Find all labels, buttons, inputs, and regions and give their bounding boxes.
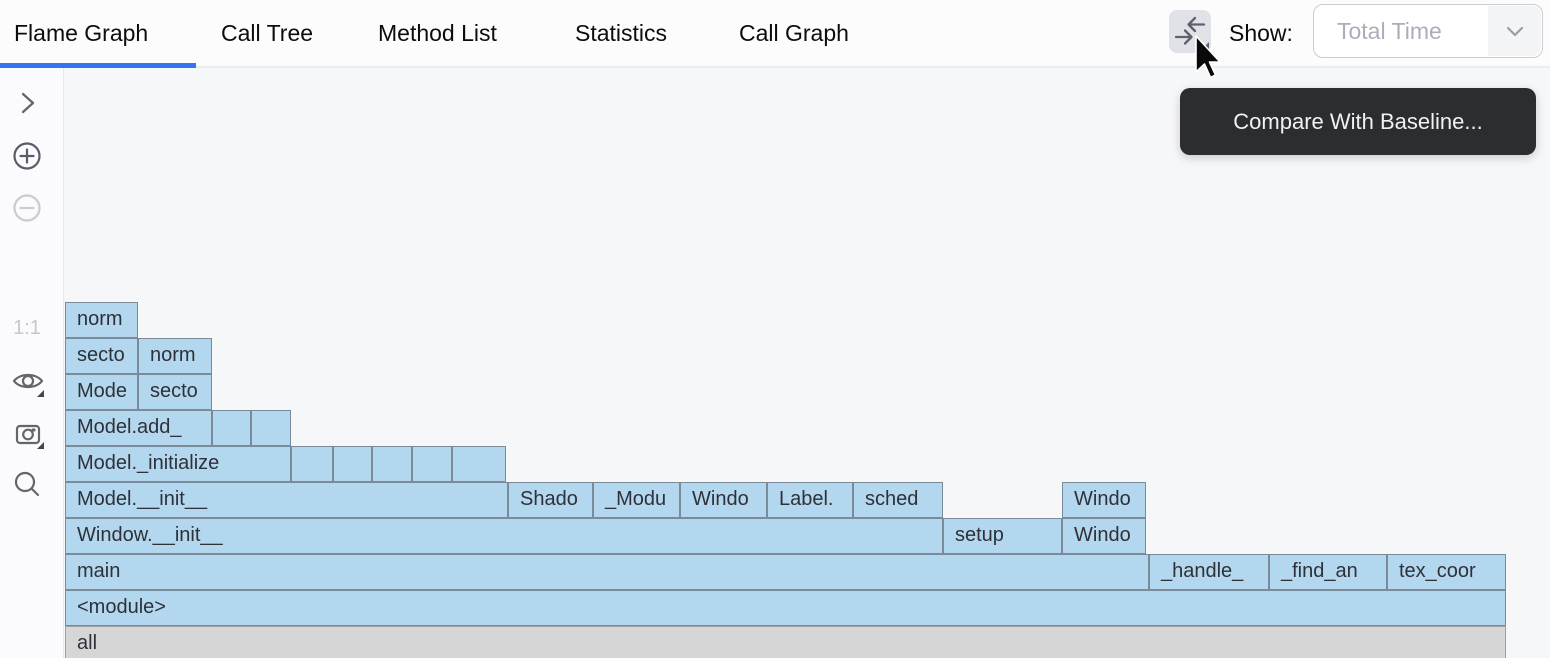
flame-bar[interactable] xyxy=(452,446,506,482)
flame-bar[interactable]: Window.__init__ xyxy=(65,518,943,554)
active-tab-underline xyxy=(0,63,196,68)
show-metric-dropdown[interactable]: Total Time xyxy=(1313,4,1543,58)
tab-statistics[interactable]: Statistics xyxy=(575,20,668,46)
flame-bar[interactable]: Windo xyxy=(1062,482,1146,518)
screenshot-button[interactable] xyxy=(8,414,46,452)
flame-bar[interactable]: Model.add_ xyxy=(65,410,212,446)
flame-bar[interactable]: _handle_ xyxy=(1149,554,1269,590)
chevron-right-icon xyxy=(21,92,35,114)
flame-bar[interactable]: norm xyxy=(138,338,212,374)
flame-bar[interactable]: <module> xyxy=(65,590,1506,626)
tab-call-tree[interactable]: Call Tree xyxy=(221,20,314,46)
flame-bar[interactable]: norm xyxy=(65,302,138,338)
flame-bar[interactable] xyxy=(212,410,251,446)
flame-bar[interactable]: Windo xyxy=(1062,518,1146,554)
eye-icon xyxy=(12,373,44,397)
flame-bar[interactable]: Mode xyxy=(65,374,138,410)
expand-panel-button[interactable] xyxy=(8,84,46,122)
flame-bar[interactable]: Windo xyxy=(680,482,767,518)
camera-icon xyxy=(15,424,44,449)
flame-bar[interactable]: setup xyxy=(943,518,1062,554)
flame-bar[interactable]: Model._initialize xyxy=(65,446,291,482)
show-label: Show: xyxy=(1229,20,1293,46)
flame-bar[interactable]: Shado xyxy=(508,482,593,518)
flame-bar[interactable]: Label. xyxy=(767,482,853,518)
search-button[interactable] xyxy=(8,466,46,504)
tab-call-graph[interactable]: Call Graph xyxy=(739,20,849,46)
flame-bar[interactable]: sched xyxy=(853,482,943,518)
flame-bar[interactable] xyxy=(291,446,333,482)
zoom-in-button[interactable] xyxy=(8,137,46,175)
zoom-in-icon xyxy=(13,142,41,170)
flame-bar[interactable]: secto xyxy=(65,338,138,374)
flame-bar[interactable]: _find_an xyxy=(1269,554,1387,590)
flame-bar[interactable]: all xyxy=(65,626,1506,658)
compare-with-baseline-tooltip: Compare With Baseline... xyxy=(1180,88,1536,155)
tab-method-list[interactable]: Method List xyxy=(378,20,497,46)
zoom-out-button[interactable] xyxy=(8,189,46,227)
tab-flame-graph[interactable]: Flame Graph xyxy=(14,20,149,46)
actual-size-button[interactable]: 1:1 xyxy=(8,309,46,347)
dropdown-selected-value: Total Time xyxy=(1337,18,1442,44)
mouse-cursor xyxy=(1195,35,1221,79)
chevron-down-icon xyxy=(1488,6,1541,56)
visibility-options-button[interactable] xyxy=(8,362,46,400)
tab-bar: Flame Graph Call Tree Method List Statis… xyxy=(0,0,1550,68)
zoom-out-icon xyxy=(13,194,41,222)
flame-bar[interactable] xyxy=(333,446,372,482)
flame-bar[interactable] xyxy=(372,446,412,482)
flame-bar[interactable] xyxy=(412,446,452,482)
flame-bar[interactable]: secto xyxy=(138,374,212,410)
search-icon xyxy=(14,471,40,497)
flame-bar[interactable]: tex_coor xyxy=(1387,554,1506,590)
flame-bar[interactable]: Model.__init__ xyxy=(65,482,508,518)
flame-graph-toolbar: 1:1 xyxy=(0,68,64,658)
flame-bar[interactable]: main xyxy=(65,554,1149,590)
flame-bar[interactable]: _Modu xyxy=(593,482,680,518)
flame-bar[interactable] xyxy=(251,410,291,446)
